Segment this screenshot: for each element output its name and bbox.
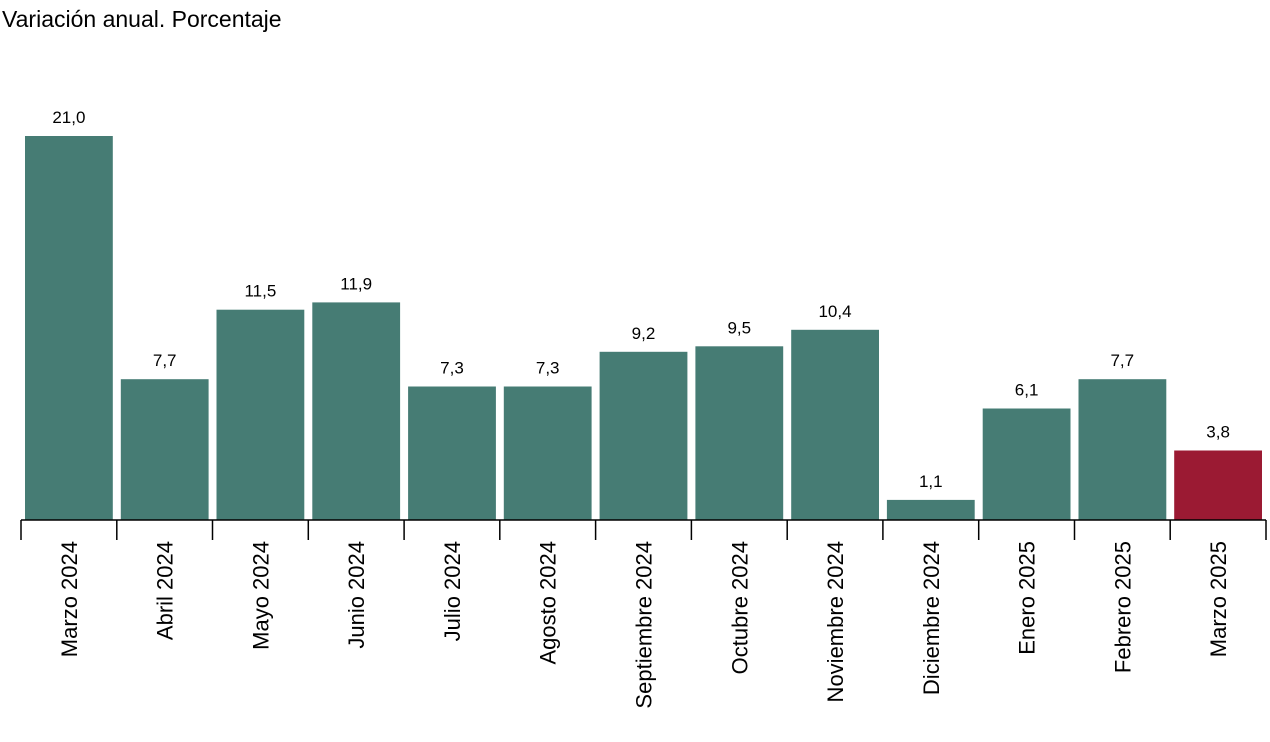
- bar-8: [791, 329, 879, 520]
- x-tick-label-3: Junio 2024: [344, 541, 369, 649]
- data-label-7: 9,5: [727, 318, 751, 337]
- bar-10: [982, 408, 1071, 520]
- bar-6: [599, 351, 688, 520]
- bar-0: [25, 136, 113, 520]
- x-tick-label-2: Mayo 2024: [248, 541, 273, 650]
- data-label-3: 11,9: [340, 274, 372, 293]
- x-tick-label-5: Agosto 2024: [536, 541, 561, 665]
- bars-layer: [25, 136, 1262, 520]
- x-tick-labels-layer: Marzo 2024 Abril 2024 Mayo 2024 Junio 2024 J…: [57, 541, 1231, 709]
- data-label-4: 7,3: [440, 359, 464, 378]
- bar-5: [503, 386, 592, 520]
- x-tick-label-12: Marzo 2025: [1206, 541, 1231, 657]
- bar-1: [120, 379, 209, 520]
- data-label-1: 7,7: [153, 351, 177, 370]
- x-tick-label-7: Octubre 2024: [727, 541, 752, 674]
- x-tick-label-10: Enero 2025: [1015, 541, 1040, 655]
- bar-3: [312, 302, 401, 520]
- data-label-2: 11,5: [244, 282, 276, 301]
- value-labels-layer: 21,0 7,7 11,5 11,9 7,3 7,3 9,2 9,5 10,4 1,1 6,1 7,7…: [52, 108, 1230, 491]
- bar-9: [886, 499, 975, 520]
- bar-7: [695, 346, 784, 520]
- bar-11: [1078, 379, 1167, 520]
- x-tick-label-0: Marzo 2024: [57, 541, 82, 657]
- data-label-0: 21,0: [52, 108, 85, 127]
- x-axis: [20, 519, 1267, 540]
- data-label-5: 7,3: [536, 359, 560, 378]
- x-tick-label-6: Septiembre 2024: [632, 541, 657, 709]
- data-label-12: 3,8: [1206, 423, 1230, 442]
- bar-4: [408, 386, 496, 520]
- chart-title: Variación anual. Porcentaje: [2, 6, 282, 32]
- data-label-6: 9,2: [632, 324, 656, 343]
- x-tick-label-11: Febrero 2025: [1110, 541, 1135, 673]
- bar-12: [1174, 450, 1262, 520]
- data-label-8: 10,4: [818, 302, 851, 321]
- x-tick-label-1: Abril 2024: [153, 541, 178, 640]
- data-label-9: 1,1: [919, 472, 943, 491]
- data-label-10: 6,1: [1015, 381, 1039, 400]
- x-tick-label-9: Diciembre 2024: [919, 541, 944, 695]
- x-tick-label-4: Julio 2024: [440, 541, 465, 641]
- data-label-11: 7,7: [1110, 351, 1134, 370]
- bar-2: [216, 309, 305, 520]
- x-tick-label-8: Noviembre 2024: [823, 541, 848, 702]
